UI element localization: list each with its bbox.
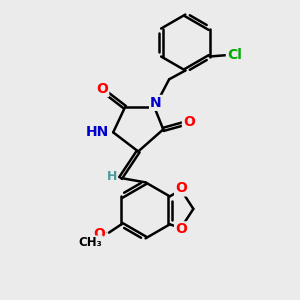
Text: N: N [150, 96, 162, 110]
Text: H: H [106, 170, 117, 183]
Text: O: O [175, 182, 187, 195]
Text: CH₃: CH₃ [79, 236, 103, 249]
Text: O: O [175, 222, 187, 236]
Text: HN: HN [85, 125, 109, 139]
Text: O: O [94, 227, 106, 241]
Text: O: O [183, 115, 195, 129]
Text: Cl: Cl [227, 48, 242, 62]
Text: O: O [96, 82, 108, 96]
